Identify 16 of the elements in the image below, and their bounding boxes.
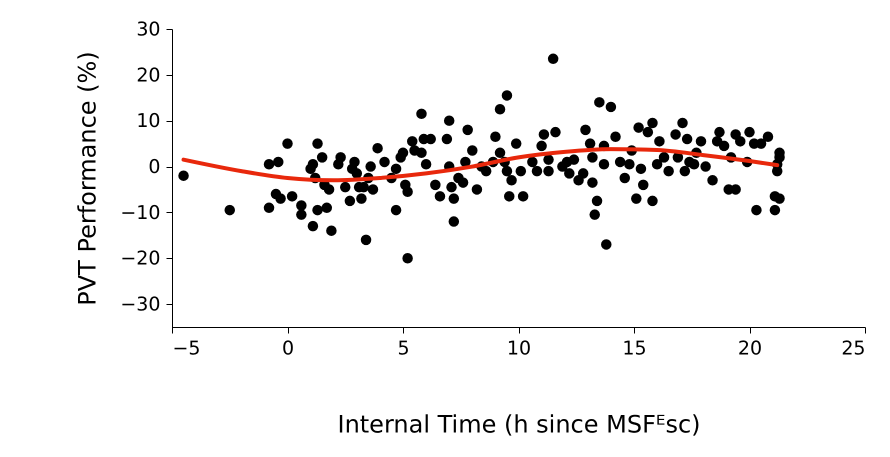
y-tick-label: −10 [120,202,160,224]
x-tick-label: 5 [397,338,410,360]
x-tick-label: 0 [282,338,294,360]
y-tick-label: 20 [136,64,160,86]
y-tick-label: −30 [120,294,160,316]
y-tick-label: −20 [120,248,160,270]
x-tick-label: 20 [738,338,762,360]
y-tick-label: 10 [136,110,160,132]
y-tick-label: 0 [148,156,160,178]
x-tick-label: 15 [622,338,647,360]
y-tick-label: 30 [136,18,160,40]
x-tick-label: 10 [506,338,532,360]
x-tick-label: −5 [172,338,201,360]
x-tick-label: 25 [841,338,866,360]
x-axis-title: Internal Time (h since MSFᴱsc) [337,410,701,438]
y-axis-title: PVT Performance (%) [73,51,102,306]
